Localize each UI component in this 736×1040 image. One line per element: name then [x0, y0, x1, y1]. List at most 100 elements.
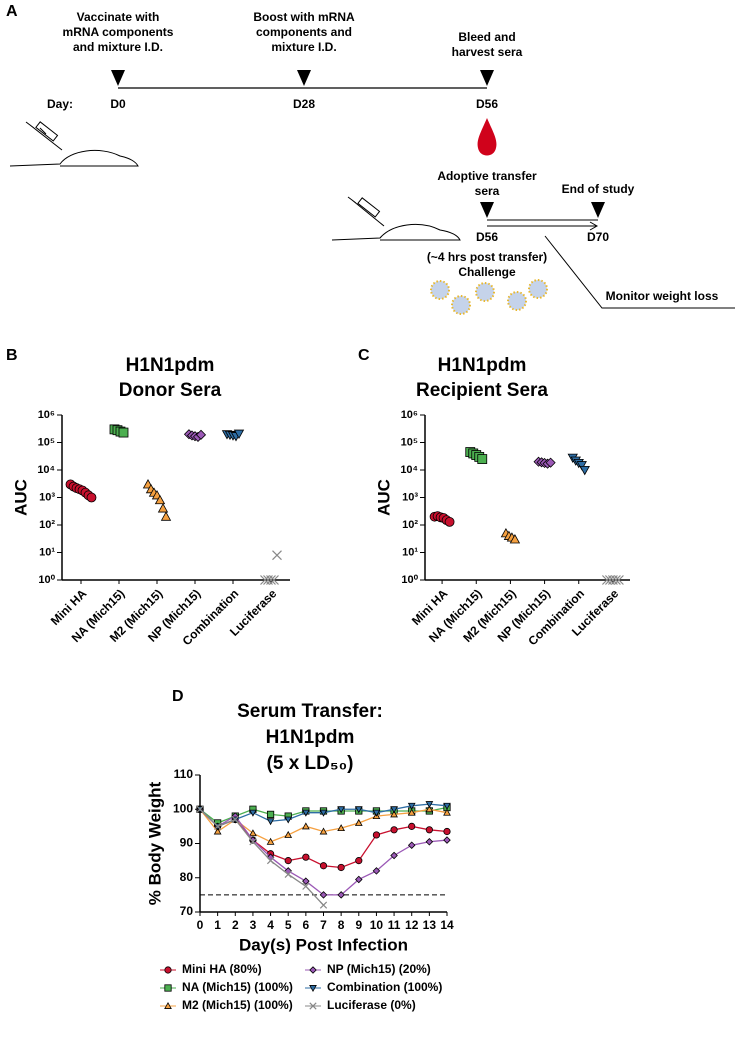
marker	[443, 836, 451, 844]
panel-label: D	[172, 688, 184, 705]
marker	[272, 550, 282, 561]
marker	[301, 809, 310, 817]
marker	[195, 429, 207, 440]
marker	[444, 516, 455, 527]
marker	[284, 870, 292, 878]
x-tick-label: 8	[338, 918, 345, 932]
x-tick-label: 4	[267, 918, 274, 932]
marker	[443, 808, 451, 816]
marker	[509, 534, 521, 544]
day: D56	[476, 97, 498, 111]
y-tick-label: 80	[180, 870, 194, 884]
step-text: components and	[256, 25, 352, 39]
chart-title: H1N1pdm	[266, 727, 355, 748]
marker	[407, 808, 416, 816]
marker	[284, 816, 293, 824]
marker	[266, 818, 275, 826]
marker	[407, 802, 416, 810]
panel-label: A	[6, 3, 18, 20]
marker	[86, 492, 97, 503]
x-tick-label: 2	[232, 918, 239, 932]
marker	[302, 853, 310, 861]
marker	[354, 818, 363, 826]
marker	[266, 857, 275, 865]
legend-label: Combination (100%)	[327, 980, 442, 994]
y-tick-label: 110	[174, 767, 194, 781]
marker	[407, 841, 416, 849]
marker	[613, 575, 624, 585]
marker	[337, 824, 346, 832]
step-text: (~4 hrs post transfer)	[427, 250, 547, 264]
marker	[302, 882, 310, 890]
marker	[390, 826, 398, 834]
y-tick-label: 10⁶	[401, 409, 418, 421]
legend-label: NA (Mich15) (100%)	[182, 980, 293, 994]
marker	[425, 805, 434, 813]
y-axis-label: % Body Weight	[145, 781, 164, 905]
marker	[309, 1002, 317, 1010]
timeline: Vaccinate with mRNA components and mixtu…	[9, 10, 735, 315]
step-text: harvest sera	[452, 45, 523, 59]
arrowhead	[480, 202, 494, 218]
step-text: Boost with mRNA	[253, 10, 355, 24]
x-tick-label: 5	[285, 918, 292, 932]
y-axis-label: AUC	[11, 479, 30, 516]
marker	[425, 826, 433, 834]
marker	[319, 862, 328, 870]
legend-label: M2 (Mich15) (100%)	[182, 998, 293, 1012]
marker	[319, 901, 328, 909]
blood-drop	[477, 118, 497, 156]
marker	[390, 806, 398, 814]
marker	[477, 454, 488, 464]
marker	[284, 830, 293, 838]
day: D70	[587, 230, 609, 244]
x-tick-label: 12	[405, 918, 419, 932]
step-text: and mixture I.D.	[73, 40, 163, 54]
y-tick-label: 10³	[39, 491, 55, 503]
step-text: mRNA components	[63, 25, 174, 39]
marker	[266, 575, 276, 585]
y-tick-label: 10⁵	[38, 436, 55, 448]
panel-label: B	[6, 347, 18, 364]
marker	[337, 891, 345, 899]
y-axis-label: AUC	[374, 479, 393, 516]
y-tick-label: 100	[173, 801, 193, 815]
y-tick-label: 10⁶	[38, 409, 55, 421]
y-tick-label: 10⁵	[401, 436, 418, 448]
marker	[545, 457, 556, 468]
y-tick-label: 10²	[402, 519, 418, 531]
x-tick-label: 13	[423, 918, 437, 932]
marker	[319, 827, 328, 835]
marker	[266, 837, 275, 845]
legend-label: Luciferase (0%)	[327, 998, 416, 1012]
y-tick-label: 90	[180, 836, 194, 850]
marker	[249, 809, 257, 817]
y-tick-label: 10²	[39, 519, 55, 531]
marker	[355, 875, 363, 884]
series-line	[199, 808, 324, 906]
marker	[408, 822, 416, 830]
arrow	[487, 221, 599, 231]
legend-label: NP (Mich15) (20%)	[327, 962, 431, 976]
day: D56	[476, 230, 498, 244]
arrowhead	[297, 70, 311, 86]
x-tick-label: 6	[303, 918, 310, 932]
x-tick-label: 14	[440, 918, 454, 932]
x-tick-label: 3	[250, 918, 257, 932]
day: D0	[110, 97, 126, 111]
step-text: Adoptive transfer	[437, 169, 537, 183]
marker	[443, 802, 451, 810]
marker	[390, 810, 398, 818]
chart-title: Serum Transfer:	[237, 701, 383, 722]
arrowhead	[480, 70, 494, 86]
marker	[164, 966, 172, 974]
marker	[579, 465, 590, 476]
x-tick-label: 10	[370, 918, 384, 932]
marker	[249, 838, 257, 846]
y-tick-label: 10⁰	[401, 574, 418, 586]
day: D28	[293, 97, 315, 111]
marker	[284, 857, 292, 865]
marker	[337, 806, 346, 814]
marker	[425, 801, 434, 809]
